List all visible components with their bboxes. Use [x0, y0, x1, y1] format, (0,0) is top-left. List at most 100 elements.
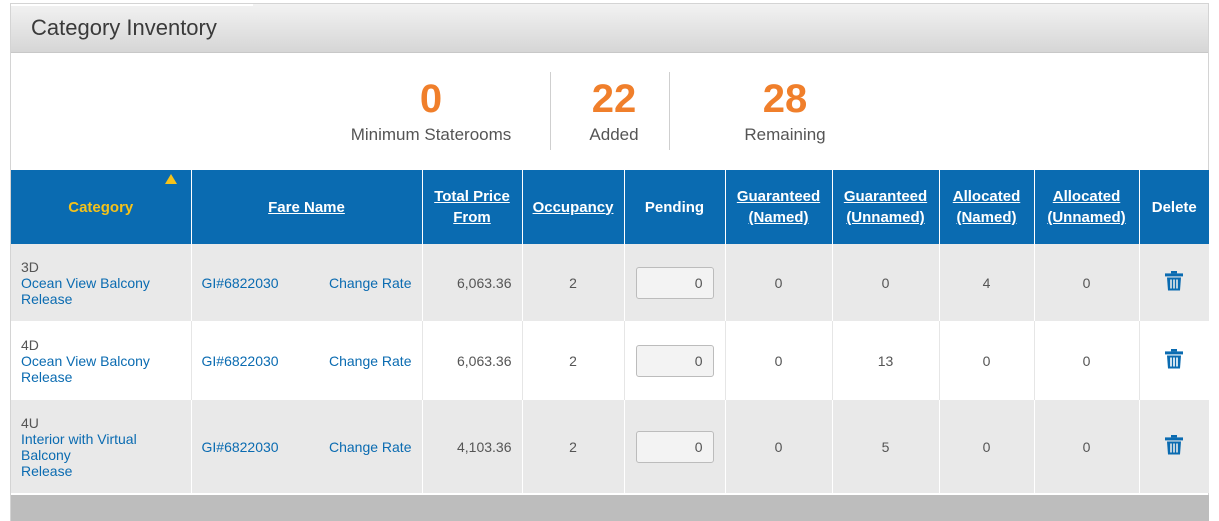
delete-header-label: Delete	[1151, 198, 1197, 216]
fare-name-header-link[interactable]: Fare Name	[268, 198, 345, 216]
pending-cell	[624, 400, 726, 493]
sort-ascending-icon	[165, 174, 177, 184]
category-name-link[interactable]: Ocean View Balcony	[21, 352, 150, 369]
panel-header: Category Inventory	[11, 4, 1208, 53]
occupancy-cell: 2	[522, 244, 625, 321]
pending-input[interactable]	[635, 430, 714, 463]
occupancy-cell: 2	[522, 321, 625, 400]
pending-input[interactable]	[635, 266, 714, 299]
category-cell: 4U Interior with Virtual Balcony Release	[11, 400, 192, 493]
category-inventory-table: Category Fare Name Total Price From Occup…	[11, 170, 1209, 493]
header-line: From	[453, 209, 491, 226]
column-header-fare-name[interactable]: Fare Name	[191, 170, 423, 244]
category-code: 3D	[21, 258, 39, 275]
guaranteed-unnamed-header-link[interactable]: Guaranteed (Unnamed)	[844, 186, 927, 228]
table-footer-bar	[11, 495, 1209, 521]
fare-cell: GI#6822030 Change Rate	[191, 400, 423, 493]
remaining-label: Remaining	[744, 125, 826, 144]
column-header-category[interactable]: Category	[11, 170, 192, 244]
table-row: 4U Interior with Virtual Balcony Release …	[11, 400, 1209, 493]
total-price-header-link[interactable]: Total Price From	[434, 186, 510, 228]
guaranteed-unnamed-cell: 5	[832, 400, 940, 493]
change-rate-link[interactable]: Change Rate	[328, 352, 412, 369]
column-header-pending: Pending	[624, 170, 726, 244]
column-header-allocated-named[interactable]: Allocated (Named)	[939, 170, 1035, 244]
header-tab-accent	[11, 4, 253, 6]
guaranteed-named-cell: 0	[725, 400, 833, 493]
category-name-link[interactable]: Ocean View Balcony	[21, 274, 150, 291]
delete-cell	[1139, 321, 1209, 400]
trash-icon[interactable]	[1165, 349, 1184, 372]
fare-code-link[interactable]: GI#6822030	[201, 352, 279, 369]
minimum-staterooms-label: Minimum Staterooms	[350, 125, 512, 144]
category-code: 4U	[21, 414, 39, 431]
allocated-unnamed-cell: 0	[1034, 400, 1140, 493]
trash-icon[interactable]	[1165, 435, 1184, 458]
allocated-named-cell: 0	[939, 400, 1035, 493]
category-code: 4D	[21, 336, 39, 353]
category-header-label: Category	[68, 198, 134, 216]
added-label: Added	[589, 125, 639, 144]
total-price-cell[interactable]: 4,103.36	[422, 400, 523, 493]
header-line: Allocated	[1052, 188, 1121, 205]
minimum-staterooms-stat: 0 Minimum Staterooms	[336, 77, 526, 145]
header-line: Guaranteed	[843, 188, 928, 205]
allocated-unnamed-cell: 0	[1034, 244, 1140, 321]
inventory-summary: 0 Minimum Staterooms 22 Added 28 Remaini…	[11, 53, 1208, 171]
header-line: Allocated	[952, 188, 1021, 205]
release-link[interactable]: Release	[21, 462, 73, 479]
release-link[interactable]: Release	[21, 290, 73, 307]
column-header-guaranteed-named[interactable]: Guaranteed (Named)	[725, 170, 833, 244]
category-name-link[interactable]: Interior with Virtual Balcony	[21, 431, 191, 463]
column-header-allocated-unnamed[interactable]: Allocated (Unnamed)	[1034, 170, 1140, 244]
header-line: (Unnamed)	[1047, 209, 1126, 226]
column-header-guaranteed-unnamed[interactable]: Guaranteed (Unnamed)	[832, 170, 940, 244]
occupancy-header-link[interactable]: Occupancy	[532, 198, 614, 216]
guaranteed-named-header-link[interactable]: Guaranteed (Named)	[737, 186, 820, 228]
category-cell: 4D Ocean View Balcony Release	[11, 321, 192, 400]
allocated-unnamed-header-link[interactable]: Allocated (Unnamed)	[1047, 186, 1125, 228]
allocated-named-header-link[interactable]: Allocated (Named)	[953, 186, 1021, 228]
minimum-staterooms-value: 0	[419, 77, 443, 121]
added-stat: 22 Added	[559, 77, 669, 145]
category-name-line: Balcony	[21, 446, 71, 463]
header-line: (Named)	[956, 209, 1017, 226]
remaining-stat: 28 Remaining	[725, 77, 845, 145]
category-cell: 3D Ocean View Balcony Release	[11, 244, 192, 321]
remaining-value: 28	[762, 77, 808, 121]
table-row: 4D Ocean View Balcony Release GI#6822030…	[11, 321, 1209, 400]
pending-input[interactable]	[635, 344, 714, 377]
occupancy-cell: 2	[522, 400, 625, 493]
table-header-row: Category Fare Name Total Price From Occup…	[11, 170, 1209, 244]
category-name-line: Interior with Virtual	[21, 430, 137, 447]
allocated-named-cell: 0	[939, 321, 1035, 400]
header-line: Guaranteed	[736, 188, 821, 205]
total-price-cell[interactable]: 6,063.36	[422, 244, 523, 321]
pending-cell	[624, 321, 726, 400]
fare-code-link[interactable]: GI#6822030	[201, 438, 279, 455]
added-value: 22	[591, 77, 637, 121]
fare-cell: GI#6822030 Change Rate	[191, 321, 423, 400]
delete-cell	[1139, 400, 1209, 493]
pending-header-label: Pending	[644, 198, 705, 216]
header-line: (Unnamed)	[846, 209, 925, 226]
panel-title: Category Inventory	[31, 15, 217, 40]
header-line: Total Price	[434, 188, 510, 205]
guaranteed-named-cell: 0	[725, 244, 833, 321]
column-header-delete: Delete	[1139, 170, 1209, 244]
trash-icon[interactable]	[1165, 271, 1184, 294]
fare-cell: GI#6822030 Change Rate	[191, 244, 423, 321]
change-rate-link[interactable]: Change Rate	[328, 438, 412, 455]
guaranteed-named-cell: 0	[725, 321, 833, 400]
allocated-unnamed-cell: 0	[1034, 321, 1140, 400]
change-rate-link[interactable]: Change Rate	[328, 274, 412, 291]
release-link[interactable]: Release	[21, 368, 73, 385]
column-header-total-price[interactable]: Total Price From	[422, 170, 523, 244]
table-row: 3D Ocean View Balcony Release GI#6822030…	[11, 244, 1209, 321]
column-header-occupancy[interactable]: Occupancy	[522, 170, 625, 244]
allocated-named-cell: 4	[939, 244, 1035, 321]
guaranteed-unnamed-cell: 0	[832, 244, 940, 321]
total-price-cell[interactable]: 6,063.36	[422, 321, 523, 400]
pending-cell	[624, 244, 726, 321]
fare-code-link[interactable]: GI#6822030	[201, 274, 279, 291]
